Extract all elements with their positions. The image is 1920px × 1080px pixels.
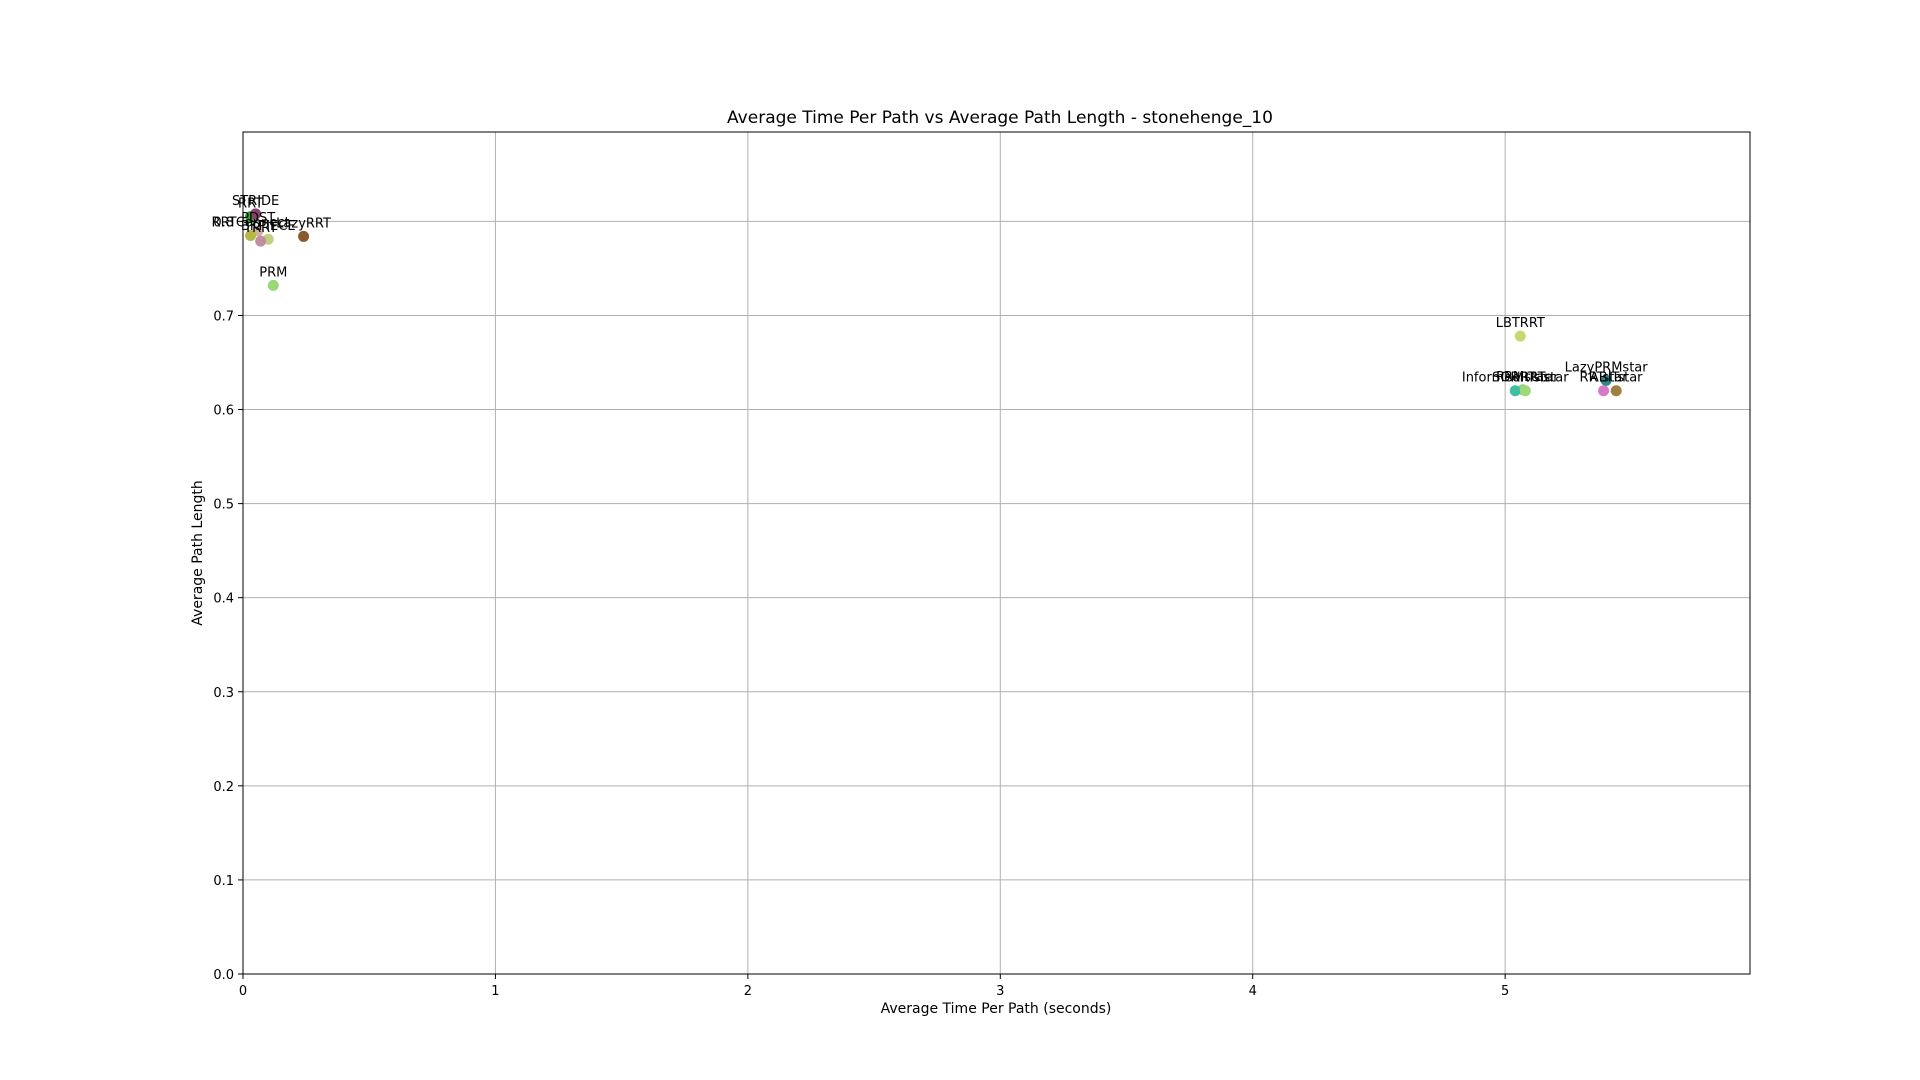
y-tick-label: 0.6 [213,404,234,419]
y-tick-label: 0.8 [213,215,234,230]
y-tick-label: 0.3 [213,686,234,701]
data-point [245,229,257,241]
data-point [250,208,262,220]
data-point [1610,385,1622,397]
data-point-label: LazyRRT [276,216,331,231]
plot-frame [242,131,1751,975]
y-axis-ticks: 0.0 0.1 0.2 0.3 0.4 0.5 0.6 0.7 0.8 [213,215,243,983]
data-point [1509,385,1521,397]
y-axis-title: Average Path Length [190,480,206,625]
y-tick-label: 0.5 [213,498,234,513]
data-point [298,230,310,242]
x-tick-label: 3 [996,984,1004,999]
data-point-label: SORRTstar [1492,371,1559,386]
data-point-label: RRT [238,197,263,212]
data-point-label: PDST [241,211,275,226]
data-point [1519,385,1531,397]
x-axis-title: Average Time Per Path (seconds) [881,1001,1112,1017]
data-point-label: PRMstar [1496,370,1550,385]
data-point [1514,330,1526,342]
data-point-label: ABITstar [1590,371,1643,386]
x-axis-ticks: 0 1 2 3 4 5 [239,974,1509,999]
x-tick-label: 1 [491,984,499,999]
data-point-label: RRTstar [1580,371,1629,386]
data-point-label: STRIDE [232,194,279,209]
x-tick-label: 2 [744,984,752,999]
data-point-label: BKPIECE [241,219,296,234]
y-tick-label: 0.0 [213,968,234,983]
y-tick-label: 0.4 [213,592,234,607]
y-tick-label: 0.1 [213,874,234,889]
y-tick-label: 0.2 [213,780,234,795]
grid [242,132,1750,975]
data-point-label: RRTConnect [212,215,290,230]
data-point [1600,374,1612,386]
data-point [267,279,279,291]
x-tick-label: 5 [1501,984,1509,999]
x-tick-label: 0 [239,984,247,999]
y-tick-label: 0.7 [213,309,234,324]
data-point-label: InformedRRTstar [1462,371,1569,386]
data-point-label: TRRT [243,221,277,236]
data-point-label: PRM [259,265,287,280]
data-point [1598,385,1610,397]
x-tick-label: 4 [1249,984,1257,999]
data-point-label: LBTRRT [1496,316,1545,331]
data-point-label: LazyPRMstar [1565,360,1649,375]
chart-title: Average Time Per Path vs Average Path Le… [727,108,1273,128]
data-point [255,235,267,247]
